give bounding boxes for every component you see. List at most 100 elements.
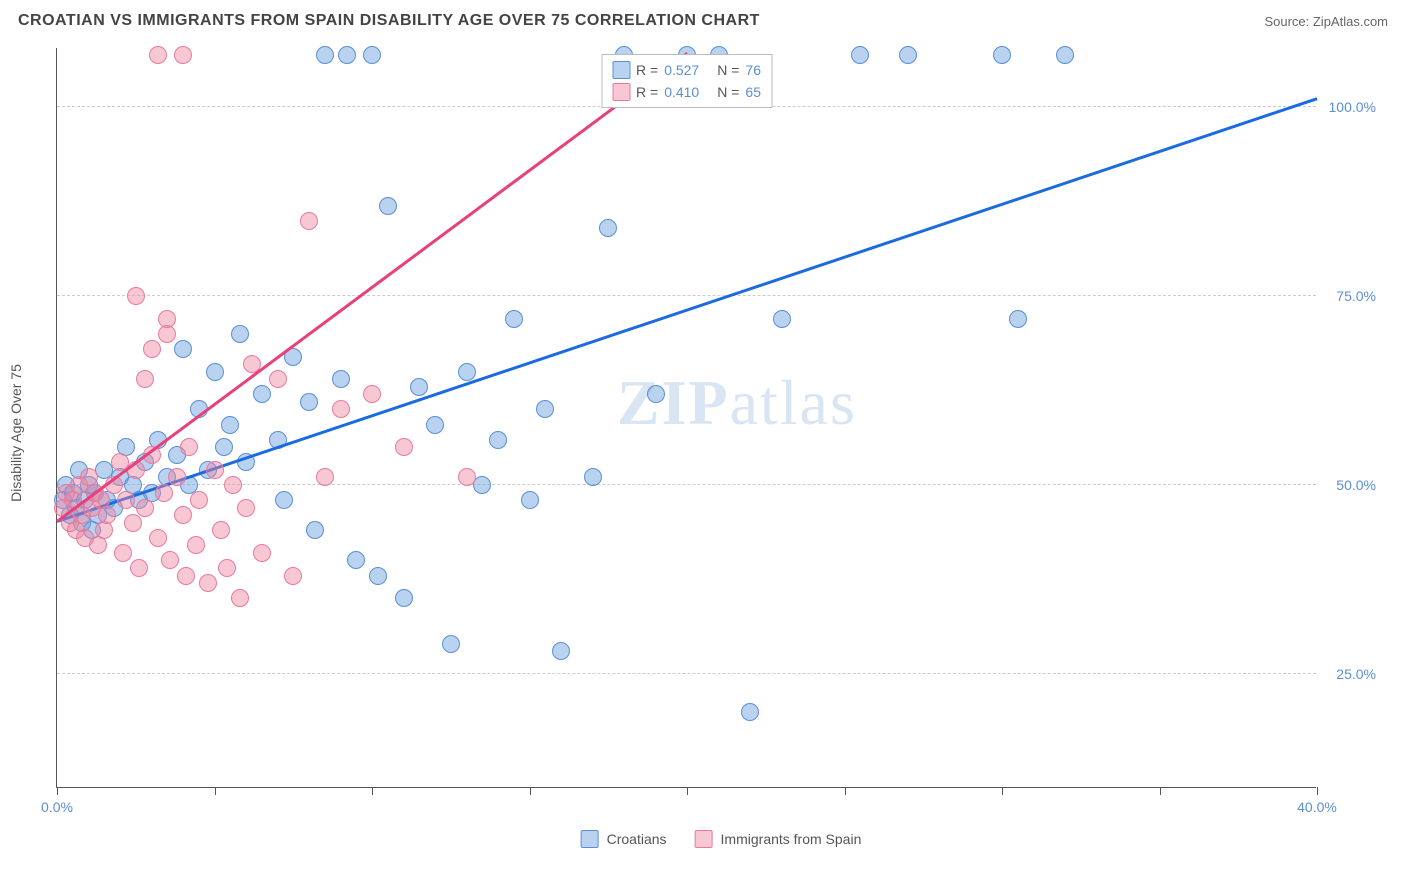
legend-item: Croatians bbox=[581, 830, 667, 848]
data-point bbox=[187, 536, 205, 554]
x-tick bbox=[57, 787, 58, 795]
data-point bbox=[95, 521, 113, 539]
chart-header: CROATIAN VS IMMIGRANTS FROM SPAIN DISABI… bbox=[18, 12, 1388, 30]
chart-area: Disability Age Over 75 ZIPatlas R = 0.52… bbox=[56, 48, 1386, 818]
data-point bbox=[489, 431, 507, 449]
data-point bbox=[395, 589, 413, 607]
data-point bbox=[521, 491, 539, 509]
data-point bbox=[98, 506, 116, 524]
data-point bbox=[127, 287, 145, 305]
data-point bbox=[117, 491, 135, 509]
legend-swatch bbox=[581, 830, 599, 848]
chart-source: Source: ZipAtlas.com bbox=[1264, 14, 1388, 29]
data-point bbox=[180, 438, 198, 456]
grid-line bbox=[57, 295, 1316, 296]
grid-line bbox=[57, 484, 1316, 485]
data-point bbox=[114, 544, 132, 562]
data-point bbox=[395, 438, 413, 456]
data-point bbox=[300, 212, 318, 230]
data-point bbox=[158, 310, 176, 328]
scatter-plot: ZIPatlas R = 0.527N = 76R = 0.410N = 65 … bbox=[56, 48, 1316, 788]
trend-line bbox=[57, 97, 1318, 522]
legend-swatch bbox=[612, 83, 630, 101]
data-point bbox=[442, 635, 460, 653]
chart-title: CROATIAN VS IMMIGRANTS FROM SPAIN DISABI… bbox=[18, 12, 760, 30]
data-point bbox=[741, 703, 759, 721]
data-point bbox=[773, 310, 791, 328]
x-tick bbox=[1002, 787, 1003, 795]
legend-swatch bbox=[612, 61, 630, 79]
y-tick-label: 50.0% bbox=[1336, 477, 1376, 493]
data-point bbox=[224, 476, 242, 494]
data-point bbox=[269, 370, 287, 388]
data-point bbox=[316, 468, 334, 486]
data-point bbox=[363, 385, 381, 403]
data-point bbox=[218, 559, 236, 577]
data-point bbox=[505, 310, 523, 328]
data-point bbox=[237, 499, 255, 517]
data-point bbox=[332, 400, 350, 418]
legend-swatch bbox=[695, 830, 713, 848]
data-point bbox=[599, 219, 617, 237]
data-point bbox=[206, 461, 224, 479]
x-tick bbox=[1160, 787, 1161, 795]
x-tick bbox=[372, 787, 373, 795]
data-point bbox=[284, 567, 302, 585]
data-point bbox=[275, 491, 293, 509]
x-tick bbox=[215, 787, 216, 795]
data-point bbox=[536, 400, 554, 418]
legend-label: Immigrants from Spain bbox=[721, 831, 862, 847]
data-point bbox=[212, 521, 230, 539]
data-point bbox=[124, 514, 142, 532]
data-point bbox=[149, 46, 167, 64]
legend-item: Immigrants from Spain bbox=[695, 830, 862, 848]
data-point bbox=[174, 506, 192, 524]
data-point bbox=[206, 363, 224, 381]
data-point bbox=[190, 491, 208, 509]
x-tick bbox=[1317, 787, 1318, 795]
data-point bbox=[993, 46, 1011, 64]
data-point bbox=[149, 529, 167, 547]
data-point bbox=[155, 484, 173, 502]
data-point bbox=[647, 385, 665, 403]
data-point bbox=[552, 642, 570, 660]
legend-row: R = 0.410N = 65 bbox=[612, 81, 761, 103]
data-point bbox=[332, 370, 350, 388]
data-point bbox=[316, 46, 334, 64]
data-point bbox=[215, 438, 233, 456]
data-point bbox=[369, 567, 387, 585]
data-point bbox=[300, 393, 318, 411]
data-point bbox=[306, 521, 324, 539]
data-point bbox=[379, 197, 397, 215]
data-point bbox=[899, 46, 917, 64]
data-point bbox=[161, 551, 179, 569]
data-point bbox=[584, 468, 602, 486]
data-point bbox=[253, 385, 271, 403]
y-axis-label: Disability Age Over 75 bbox=[8, 364, 24, 502]
grid-line bbox=[57, 673, 1316, 674]
data-point bbox=[473, 476, 491, 494]
x-tick-label: 40.0% bbox=[1297, 799, 1337, 815]
legend-row: R = 0.527N = 76 bbox=[612, 59, 761, 81]
data-point bbox=[168, 468, 186, 486]
data-point bbox=[130, 559, 148, 577]
y-tick-label: 100.0% bbox=[1329, 99, 1376, 115]
trend-line bbox=[56, 52, 687, 522]
data-point bbox=[458, 468, 476, 486]
data-point bbox=[174, 46, 192, 64]
data-point bbox=[136, 499, 154, 517]
data-point bbox=[347, 551, 365, 569]
legend-label: Croatians bbox=[607, 831, 667, 847]
correlation-legend: R = 0.527N = 76R = 0.410N = 65 bbox=[601, 54, 772, 108]
data-point bbox=[136, 370, 154, 388]
x-tick bbox=[845, 787, 846, 795]
x-tick bbox=[687, 787, 688, 795]
data-point bbox=[253, 544, 271, 562]
y-tick-label: 75.0% bbox=[1336, 288, 1376, 304]
data-point bbox=[363, 46, 381, 64]
x-tick-label: 0.0% bbox=[41, 799, 73, 815]
data-point bbox=[143, 340, 161, 358]
data-point bbox=[1009, 310, 1027, 328]
series-legend: Croatians Immigrants from Spain bbox=[581, 830, 862, 848]
data-point bbox=[338, 46, 356, 64]
